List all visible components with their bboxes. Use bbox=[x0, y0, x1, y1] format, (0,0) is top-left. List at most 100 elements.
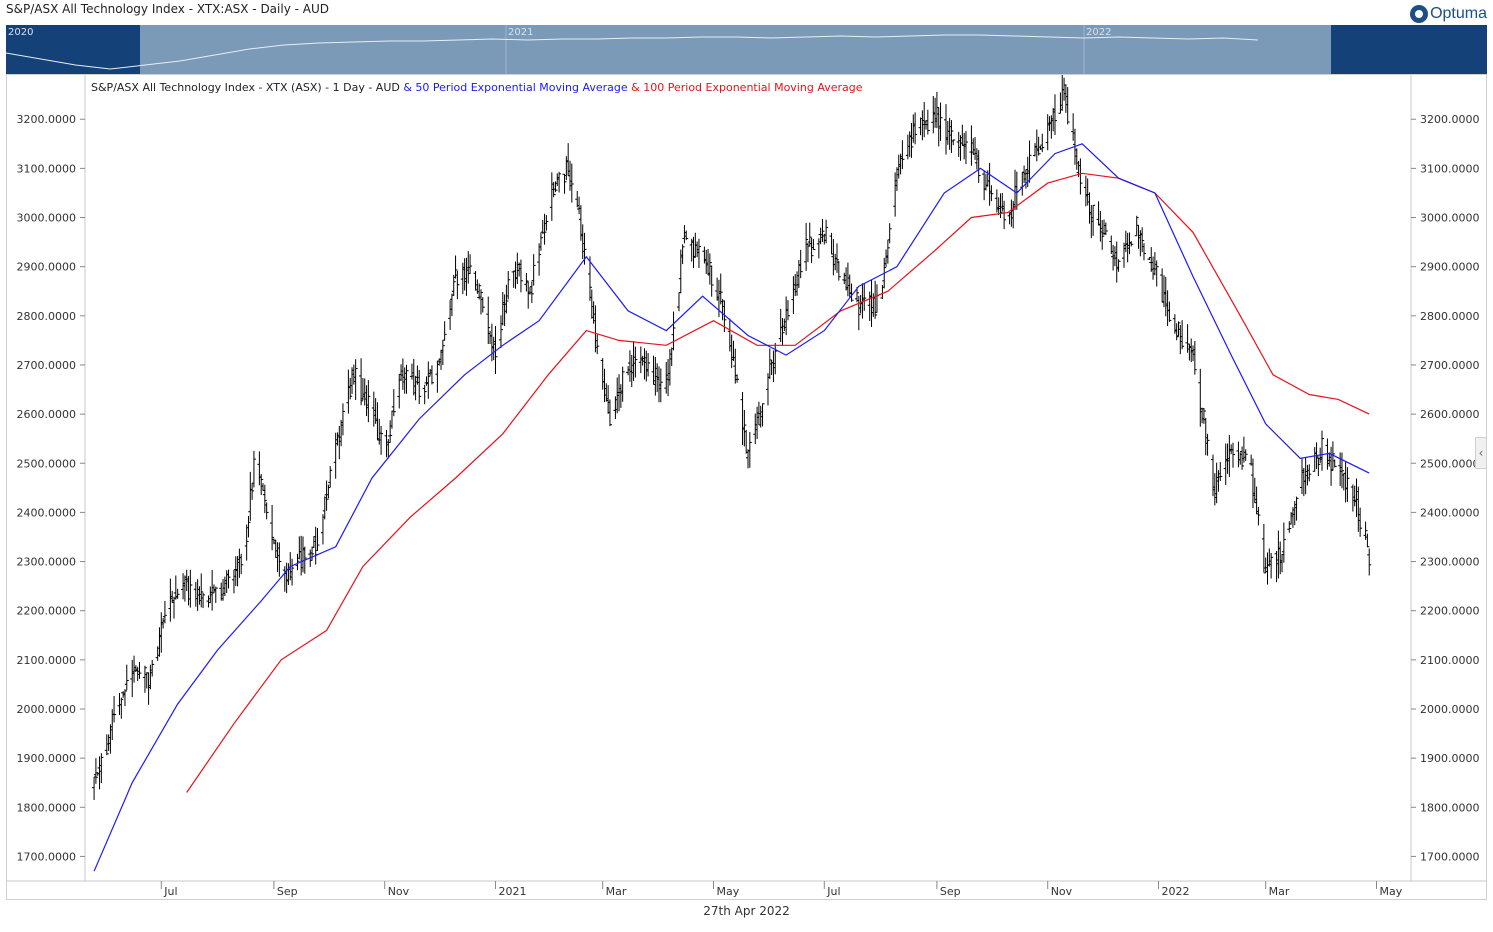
price-bar bbox=[175, 588, 180, 599]
y-tick-label-left: 1900.0000 bbox=[17, 752, 77, 765]
price-bar bbox=[804, 222, 809, 271]
price-bar bbox=[404, 364, 409, 394]
price-bar bbox=[244, 524, 249, 561]
chevron-left-icon: ‹ bbox=[1478, 446, 1484, 460]
price-bar bbox=[542, 213, 547, 245]
y-tick-label-right: 2100.0000 bbox=[1420, 654, 1480, 667]
price-bar bbox=[913, 112, 918, 145]
price-bar bbox=[246, 515, 251, 538]
price-bar bbox=[1294, 496, 1299, 521]
price-bar bbox=[1201, 407, 1206, 424]
price-bar bbox=[1205, 433, 1210, 456]
y-tick-label-left: 3100.0000 bbox=[17, 162, 77, 175]
price-bar bbox=[124, 664, 129, 691]
y-tick-label-right: 2700.0000 bbox=[1420, 359, 1480, 372]
price-bar bbox=[1316, 457, 1321, 476]
price-bar bbox=[1027, 140, 1032, 183]
price-bar bbox=[442, 321, 447, 341]
price-bar bbox=[785, 300, 790, 321]
price-bar bbox=[1345, 467, 1350, 502]
optuma-logo-text: Optuma bbox=[1430, 5, 1487, 22]
price-bar bbox=[290, 558, 295, 586]
x-tick-label: 2021 bbox=[499, 885, 527, 898]
price-bar bbox=[422, 384, 427, 405]
navigator-overview[interactable]: 2020 2021 2022 bbox=[6, 25, 1487, 74]
y-tick-label-left: 2400.0000 bbox=[17, 506, 77, 519]
x-tick-label: May bbox=[716, 885, 739, 898]
price-bar bbox=[909, 122, 914, 158]
x-tick-label: May bbox=[1379, 885, 1402, 898]
price-bar bbox=[1100, 220, 1105, 250]
y-tick-label-left: 2200.0000 bbox=[17, 605, 77, 618]
price-bar bbox=[707, 253, 712, 285]
price-bar bbox=[1256, 506, 1261, 526]
navigator-visible-window[interactable] bbox=[140, 25, 1331, 74]
y-tick-label-left: 3000.0000 bbox=[17, 212, 77, 225]
price-bar bbox=[451, 274, 456, 296]
price-bar bbox=[1180, 320, 1185, 350]
price-bar bbox=[1269, 552, 1274, 579]
price-bar bbox=[709, 265, 714, 297]
chart-title: S&P/ASX All Technology Index - XTX:ASX -… bbox=[6, 2, 329, 16]
y-tick-label-left: 2100.0000 bbox=[17, 654, 77, 667]
x-tick-label: Jul bbox=[826, 885, 840, 898]
price-chart-svg[interactable]: 1700.0000 1700.0000 1800.0000 1800.0000 1900… bbox=[7, 75, 1486, 899]
legend-series-price: S&P/ASX All Technology Index - XTX (ASX)… bbox=[91, 81, 400, 94]
price-bar bbox=[348, 377, 353, 400]
price-bar bbox=[326, 484, 331, 499]
price-bar bbox=[251, 450, 256, 488]
price-bar bbox=[1002, 200, 1007, 230]
price-bar bbox=[849, 283, 854, 302]
price-bar bbox=[270, 504, 275, 551]
price-bar bbox=[607, 399, 612, 427]
price-bar bbox=[949, 120, 954, 153]
price-bar bbox=[1287, 521, 1292, 533]
y-tick-label-right: 1800.0000 bbox=[1420, 801, 1480, 814]
x-tick-label: Sep bbox=[940, 885, 961, 898]
price-bar bbox=[587, 256, 592, 301]
price-bar bbox=[295, 553, 300, 571]
price-chart-panel[interactable]: 1700.0000 1700.0000 1800.0000 1800.0000 1900… bbox=[6, 74, 1487, 900]
price-bar bbox=[989, 185, 994, 202]
price-bar bbox=[951, 139, 956, 146]
price-bar bbox=[1332, 459, 1337, 468]
price-bar bbox=[498, 315, 503, 349]
price-bar bbox=[1116, 259, 1121, 272]
price-bar bbox=[119, 697, 124, 719]
y-tick-label-right: 2800.0000 bbox=[1420, 310, 1480, 323]
price-bar bbox=[1319, 430, 1324, 471]
price-bar bbox=[658, 368, 663, 403]
y-tick-label-right: 2000.0000 bbox=[1420, 703, 1480, 716]
price-bar bbox=[809, 237, 814, 264]
price-bar bbox=[562, 173, 567, 194]
collapse-panel-button[interactable]: ‹ bbox=[1475, 437, 1487, 469]
price-bar bbox=[310, 546, 315, 561]
price-bar bbox=[122, 689, 127, 707]
x-tick-label: Mar bbox=[1269, 885, 1290, 898]
price-bar bbox=[595, 334, 600, 355]
price-bar bbox=[569, 163, 574, 203]
price-bar bbox=[735, 374, 740, 383]
price-bar bbox=[557, 171, 562, 193]
price-bar bbox=[671, 311, 676, 351]
price-bar bbox=[429, 365, 434, 385]
y-tick-label-left: 3200.0000 bbox=[17, 113, 77, 126]
navigator-year-label: 2021 bbox=[508, 27, 533, 38]
legend-series-ema100: & 100 Period Exponential Moving Average bbox=[628, 81, 863, 94]
price-bar bbox=[259, 474, 264, 495]
y-tick-label-left: 2500.0000 bbox=[17, 457, 77, 470]
price-bar bbox=[537, 243, 542, 276]
price-bar bbox=[531, 254, 536, 286]
price-bar bbox=[885, 240, 890, 264]
y-tick-label-right: 2500.0000 bbox=[1420, 457, 1480, 470]
price-bar bbox=[468, 254, 473, 275]
x-tick-label: 2022 bbox=[1162, 885, 1190, 898]
price-bar bbox=[340, 403, 345, 436]
price-bar bbox=[856, 295, 861, 331]
price-bar bbox=[478, 289, 483, 315]
price-bar bbox=[925, 109, 930, 135]
navigator-price-line bbox=[6, 34, 1259, 70]
price-bar bbox=[620, 366, 625, 402]
price-bar bbox=[277, 542, 282, 577]
price-bar bbox=[1243, 449, 1248, 462]
